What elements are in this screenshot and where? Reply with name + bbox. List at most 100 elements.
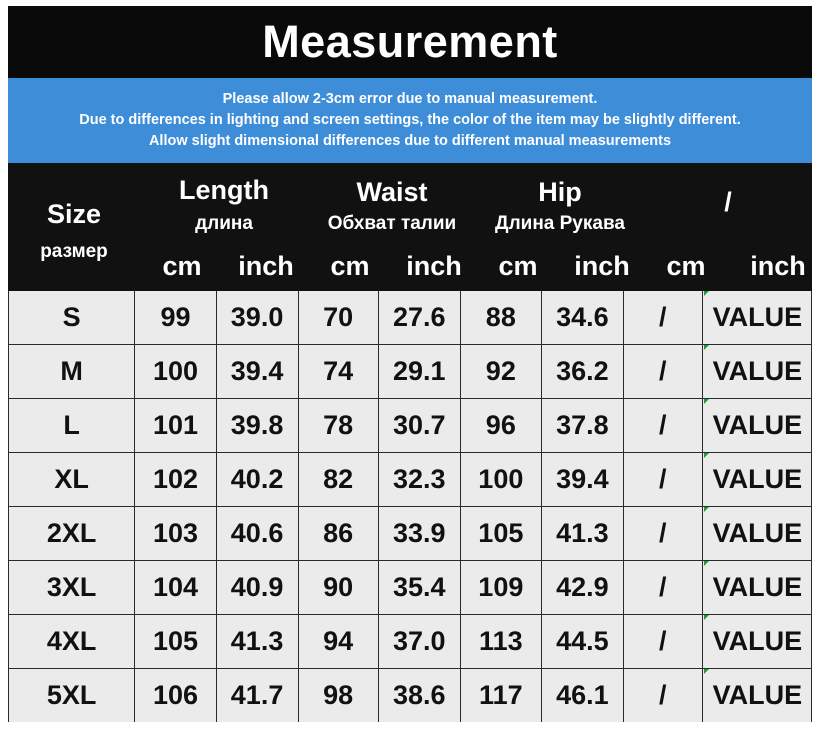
group-title-hip: Hip [538,177,582,207]
unit-inch: inch [406,251,462,281]
measure-cell: 100 [459,452,543,507]
size-cell: XL [8,452,136,507]
group-sub-waist: Обхват талии [327,213,457,234]
value-text: VALUE [712,572,803,602]
unit-cm: cm [162,251,202,281]
size-chart: Measurement Please allow 2-3cm error due… [8,6,812,722]
unit-inch: inch [750,251,806,281]
measure-cell: 40.2 [215,452,299,507]
measure-cell: 40.9 [215,560,299,615]
table-row: 5XL 106 41.7 98 38.6 117 46.1/ VALUE [8,668,812,722]
cell-marker [703,669,709,674]
measure-cell: 46.1 [541,668,624,722]
group-title-waist: Waist [356,177,428,207]
value-cell: VALUE [701,344,812,399]
measure-cell: 27.6 [377,291,461,345]
group-sub-hip: Длина Рукава [495,213,625,234]
measure-cell: 98 [297,668,379,722]
measure-cell: 105 [134,614,217,669]
cell-marker [703,615,709,620]
cell-marker [703,345,709,350]
measure-cell: 102 [134,452,217,507]
measure-cell: 82 [297,452,379,507]
measure-cell: / [622,291,703,345]
measure-cell: 103 [134,506,217,561]
measure-cell: 37.0 [377,614,461,669]
measure-cell: 39.4 [215,344,299,399]
measure-cell: / [622,668,703,722]
group-sub-length: длина [195,213,253,234]
measure-cell: 38.6 [377,668,461,722]
cell-marker [703,561,709,566]
table-header: Size размер Length длина Waist Обхват та… [8,163,812,291]
value-cell: VALUE [701,506,812,561]
chart-title: Measurement [262,16,558,67]
measure-cell: 92 [459,344,543,399]
unit-inch: inch [238,251,294,281]
size-cell: 5XL [8,668,136,722]
measure-cell: 41.3 [541,506,624,561]
value-text: VALUE [712,464,803,494]
size-header-sub: размер [40,241,108,262]
measure-cell: 88 [459,291,543,345]
measure-cell: 39.8 [215,398,299,453]
title-bar: Measurement [8,6,812,78]
cell-marker [703,399,709,404]
table-row: M 100 39.4 74 29.1 92 36.2/ VALUE [8,344,812,399]
size-table: S 99 39.0 70 27.6 88 34.6/VALUE M 100 39.4 74 29.1 9… [8,291,812,722]
measure-cell: / [622,506,703,561]
value-cell: VALUE [701,452,812,507]
value-text: VALUE [712,626,803,656]
table-row: L 101 39.8 78 30.7 96 37.8/ VALUE [8,398,812,453]
value-text: VALUE [712,518,803,548]
size-cell: 3XL [8,560,136,615]
group-title-length: Length [179,175,269,205]
measure-cell: 41.7 [215,668,299,722]
measure-cell: / [622,560,703,615]
measure-cell: 113 [459,614,543,669]
note-line: Please allow 2-3cm error due to manual m… [222,91,598,107]
table-row: 2XL 103 40.6 86 33.9 105 41.3/ VALUE [8,506,812,561]
value-cell: VALUE [701,291,812,345]
measure-cell: 78 [297,398,379,453]
value-cell: VALUE [701,668,812,722]
measure-cell: / [622,344,703,399]
measure-cell: 37.8 [541,398,624,453]
size-cell: S [8,291,136,345]
note-line: Due to differences in lighting and scree… [79,112,741,128]
size-cell: L [8,398,136,453]
value-cell: VALUE [701,560,812,615]
size-header-title: Size [46,199,102,229]
measure-cell: 39.4 [541,452,624,507]
measure-cell: 35.4 [377,560,461,615]
value-cell: VALUE [701,398,812,453]
measure-cell: 96 [459,398,543,453]
measure-cell: 106 [134,668,217,722]
measure-cell: 86 [297,506,379,561]
measure-cell: 70 [297,291,379,345]
measure-cell: 29.1 [377,344,461,399]
measure-cell: 40.6 [215,506,299,561]
unit-cm: cm [498,251,538,281]
notes-banner: Please allow 2-3cm error due to manual m… [8,78,812,163]
table-row: XL 102 40.2 82 32.3 100 39.4/ VALUE [8,452,812,507]
cell-marker [703,507,709,512]
value-text: VALUE [712,680,803,710]
measure-cell: 36.2 [541,344,624,399]
measure-cell: 117 [459,668,543,722]
measure-cell: 90 [297,560,379,615]
measure-cell: 39.0 [215,291,299,345]
measure-cell: 101 [134,398,217,453]
value-text: VALUE [712,302,803,332]
measure-cell: / [622,398,703,453]
value-text: VALUE [712,410,803,440]
measure-cell: 74 [297,344,379,399]
measure-cell: 105 [459,506,543,561]
unit-cm: cm [666,251,706,281]
measure-cell: 109 [459,560,543,615]
measure-cell: 100 [134,344,217,399]
size-cell: M [8,344,136,399]
cell-marker [703,453,709,458]
measure-cell: 94 [297,614,379,669]
measure-cell: 104 [134,560,217,615]
